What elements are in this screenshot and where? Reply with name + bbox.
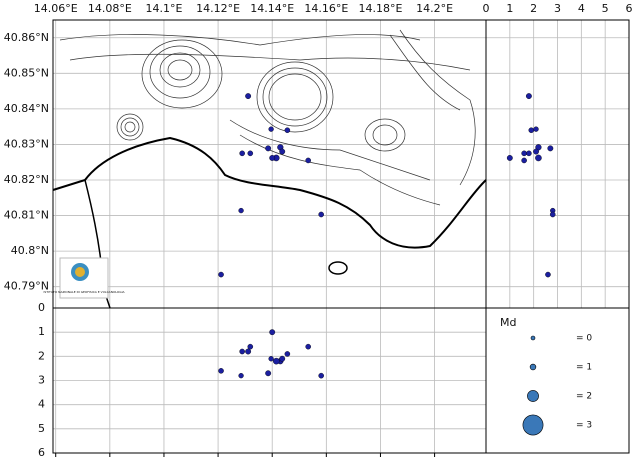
depth-tick-label: 4 bbox=[578, 2, 585, 15]
legend-size bbox=[530, 335, 536, 341]
depth-tick-label: 5 bbox=[38, 422, 45, 435]
event-map bbox=[305, 157, 311, 164]
event-map bbox=[269, 155, 276, 161]
event-depth bbox=[245, 348, 252, 355]
event-lat bbox=[535, 154, 542, 162]
x-tick-label: 14.2°E bbox=[416, 2, 453, 15]
legend-label: = 0 bbox=[576, 334, 592, 344]
event-map bbox=[218, 271, 224, 278]
logo-text: ISTITUTO NAZIONALE DI GEOFISICA E VULCAN… bbox=[43, 290, 125, 294]
depth-tick-label: 5 bbox=[602, 2, 609, 15]
depth-tick-label: 3 bbox=[554, 2, 561, 15]
event-lat bbox=[521, 150, 527, 157]
depth-tick-label: 4 bbox=[38, 398, 45, 411]
legend-frame bbox=[485, 307, 630, 454]
event-map bbox=[279, 148, 286, 155]
y-tick-label: 40.79°N bbox=[4, 280, 49, 293]
event-map bbox=[238, 207, 244, 214]
event-map bbox=[245, 93, 252, 100]
legend-label: = 2 bbox=[576, 392, 592, 402]
event-lat bbox=[526, 150, 532, 157]
y-tick-label: 40.81°N bbox=[4, 209, 49, 222]
event-lat bbox=[549, 211, 556, 218]
x-tick-label: 14.1°E bbox=[145, 2, 182, 15]
event-lat bbox=[533, 126, 539, 132]
event-depth bbox=[284, 351, 291, 357]
x-tick-label: 14.08°E bbox=[88, 2, 132, 15]
event-lat bbox=[528, 127, 535, 133]
y-tick-label: 40.85°N bbox=[4, 66, 49, 79]
event-lat bbox=[545, 271, 551, 278]
depth-tick-label: 2 bbox=[38, 349, 45, 362]
event-map bbox=[239, 150, 245, 157]
event-lat bbox=[525, 93, 532, 100]
map-frame bbox=[52, 19, 487, 309]
y-tick-label: 40.83°N bbox=[4, 137, 49, 150]
y-tick-label: 40.84°N bbox=[4, 102, 49, 115]
depth-tick-label: 0 bbox=[38, 301, 45, 314]
event-lat bbox=[533, 148, 539, 155]
event-lat bbox=[547, 145, 554, 152]
event-map bbox=[247, 150, 254, 157]
event-map bbox=[318, 211, 324, 218]
event-lat bbox=[521, 157, 527, 164]
depth-tick-label: 6 bbox=[38, 446, 45, 459]
map-background: ISTITUTO NAZIONALE DI GEOFISICA E VULCAN… bbox=[43, 29, 487, 309]
event-map bbox=[268, 126, 274, 132]
event-depth bbox=[265, 370, 272, 377]
event-depth bbox=[268, 356, 274, 362]
y-tick-label: 40.8°N bbox=[11, 244, 49, 257]
legend-size bbox=[527, 390, 539, 402]
legend-size bbox=[529, 363, 537, 371]
event-depth bbox=[305, 343, 311, 350]
event-depth bbox=[279, 355, 286, 362]
event-depth bbox=[238, 373, 244, 379]
event-depth bbox=[272, 357, 280, 365]
depth-tick-label: 0 bbox=[483, 2, 490, 15]
depth-tick-label: 1 bbox=[38, 325, 45, 338]
x-tick-label: 14.16°E bbox=[304, 2, 348, 15]
depth-tick-label: 6 bbox=[626, 2, 633, 15]
legend-title: Md bbox=[500, 316, 516, 329]
x-tick-label: 14.18°E bbox=[358, 2, 402, 15]
event-depth bbox=[218, 368, 224, 374]
event-depth bbox=[318, 372, 324, 379]
event-lat bbox=[506, 155, 513, 161]
depth-tick-label: 1 bbox=[506, 2, 513, 15]
x-tick-label: 14.12°E bbox=[196, 2, 240, 15]
x-tick-label: 14.14°E bbox=[250, 2, 294, 15]
y-tick-label: 40.82°N bbox=[4, 173, 49, 186]
legend-size bbox=[522, 414, 544, 436]
event-map bbox=[284, 127, 291, 133]
grids bbox=[53, 20, 630, 454]
x-tick-label: 14.06°E bbox=[34, 2, 78, 15]
depth-tick-label: 2 bbox=[530, 2, 537, 15]
depth-tick-label: 3 bbox=[38, 374, 45, 387]
event-depth bbox=[269, 329, 276, 336]
event-map bbox=[265, 145, 272, 152]
legend-label: = 3 bbox=[576, 421, 592, 431]
event-depth bbox=[247, 343, 254, 350]
legend-label: = 1 bbox=[576, 363, 592, 373]
y-tick-label: 40.86°N bbox=[4, 31, 49, 44]
event-depth bbox=[239, 348, 245, 355]
